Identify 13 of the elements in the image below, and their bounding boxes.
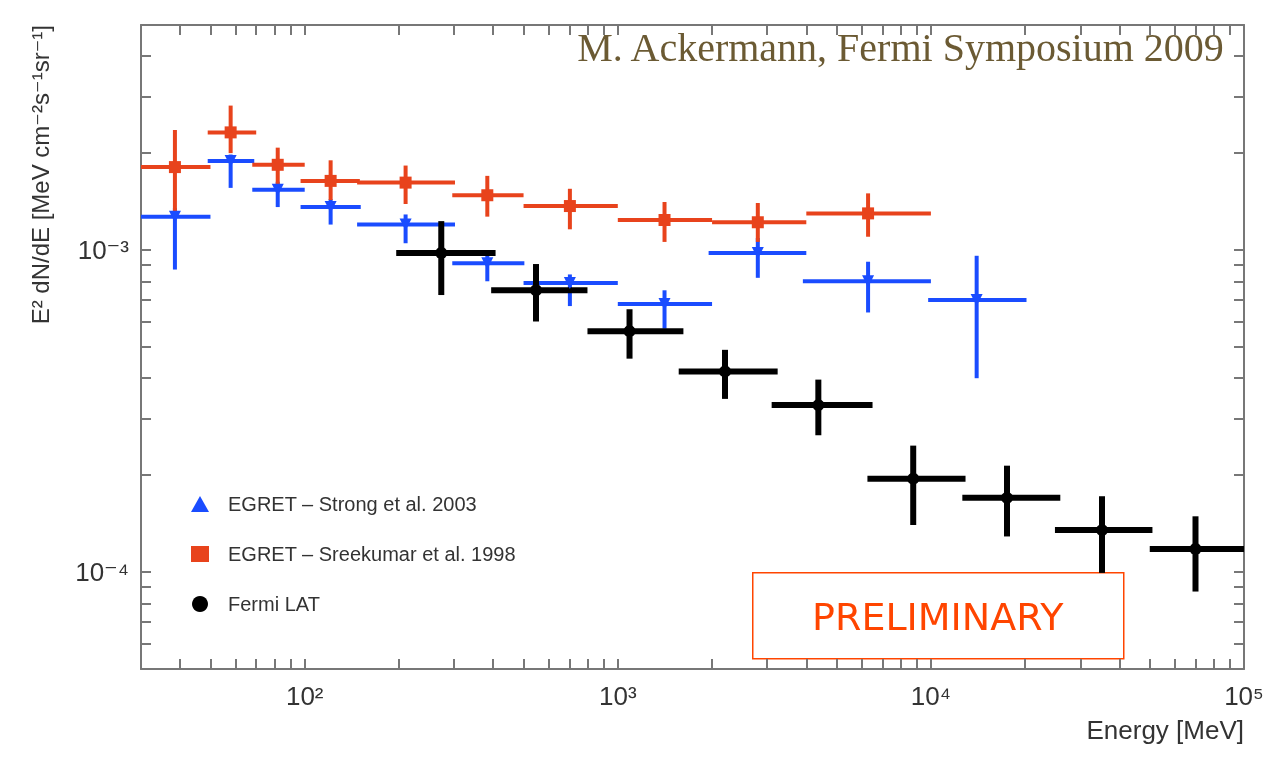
- x-axis-title: Energy [MeV]: [1086, 715, 1244, 745]
- x-tick-label: 10²: [285, 681, 324, 711]
- annotation: M. Ackermann, Fermi Symposium 2009: [577, 24, 1224, 70]
- y-axis-title: E² dN/dE [MeV cm⁻²s⁻¹sr⁻¹]: [26, 25, 54, 325]
- annotation: PRELIMINARY: [812, 594, 1065, 639]
- legend-label: EGRET – Sreekumar et al. 1998: [228, 543, 516, 565]
- x-tick-label: 10³: [599, 681, 637, 711]
- legend-label: Fermi LAT: [228, 593, 320, 615]
- legend-label: EGRET – Strong et al. 2003: [228, 493, 477, 515]
- y-tick-label: 10⁻³: [77, 235, 130, 266]
- y-tick-label: 10⁻⁴: [75, 557, 129, 588]
- x-tick-label: 10⁴: [910, 681, 951, 711]
- x-tick-label: 10⁵: [1224, 681, 1264, 711]
